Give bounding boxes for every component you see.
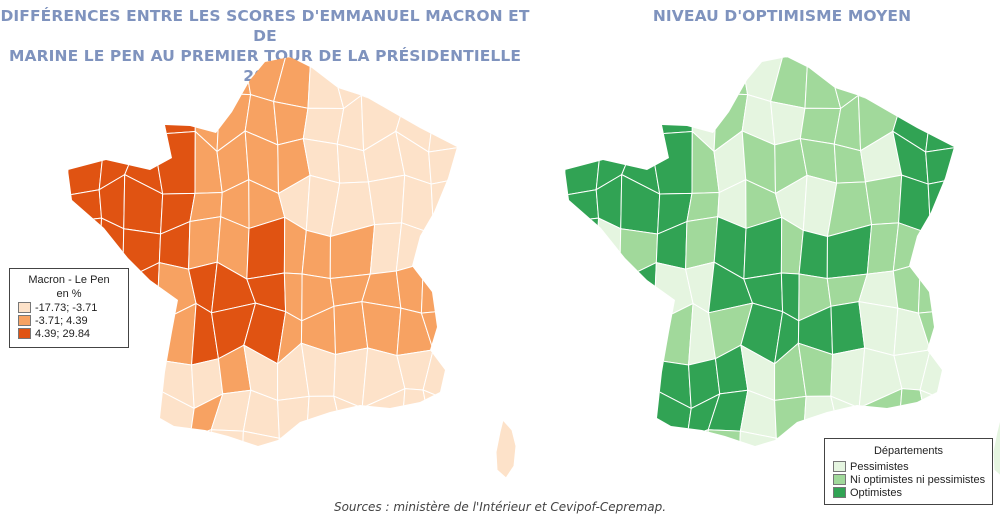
right-department xyxy=(620,95,653,153)
right-department xyxy=(650,57,693,97)
legend-label-pessimistes: Pessimistes xyxy=(850,460,909,473)
right-department xyxy=(917,257,954,314)
right-corsica xyxy=(992,418,1000,477)
legend-label-optimistes: Optimistes xyxy=(850,486,902,499)
right-department xyxy=(774,395,807,442)
right-department xyxy=(892,262,921,314)
legend-label-neutres: Ni optimistes ni pessimistes xyxy=(850,473,986,486)
left-corsica xyxy=(495,418,517,479)
right-department xyxy=(593,99,632,153)
right-department xyxy=(619,261,657,324)
right-department xyxy=(617,315,659,362)
right-department xyxy=(586,57,632,107)
right-department xyxy=(685,216,719,270)
legend-title-line2: en % xyxy=(56,288,82,300)
right-department xyxy=(565,400,598,445)
right-department xyxy=(617,431,662,446)
right-department xyxy=(925,147,954,185)
right-department xyxy=(772,437,805,446)
right-departments xyxy=(565,57,954,446)
right-department xyxy=(653,302,694,366)
right-department xyxy=(927,178,954,235)
legend-label-high: 4.39; 29.84 xyxy=(35,327,91,340)
right-department xyxy=(565,189,600,223)
right-department xyxy=(565,344,591,405)
legend-swatch-neutres xyxy=(833,474,846,485)
legend-swatch-pessimistes xyxy=(833,461,846,472)
legend-label-mid: -3.71; 4.39 xyxy=(35,314,88,327)
right-department xyxy=(710,57,749,96)
left-map-title-line1: DIFFÉRENCES ENTRE LES SCORES D'EMMANUEL … xyxy=(0,7,530,45)
right-department xyxy=(919,57,954,109)
right-department xyxy=(565,427,598,446)
right-department xyxy=(565,57,595,107)
right-department xyxy=(925,89,954,153)
right-department xyxy=(565,140,602,196)
legend-title: Départements xyxy=(873,445,944,457)
right-department xyxy=(565,102,602,145)
legend-row-neutres: Ni optimistes ni pessimistes xyxy=(825,473,992,486)
right-department xyxy=(565,318,591,365)
legend-row-optimistes: Optimistes xyxy=(825,486,992,499)
right-department xyxy=(587,268,634,320)
right-department xyxy=(649,431,688,446)
right-department xyxy=(587,396,633,445)
legend-swatch-low xyxy=(18,302,31,313)
right-department xyxy=(587,315,634,356)
right-department xyxy=(688,57,718,95)
right-map-title: NIVEAU D'OPTIMISME MOYEN xyxy=(652,7,912,25)
right-department xyxy=(591,442,633,446)
legend-title-line1: Macron - Le Pen xyxy=(28,274,110,286)
right-department xyxy=(804,57,842,110)
legend-swatch-mid xyxy=(18,315,31,326)
legend-title: Macron - Le Pen en % xyxy=(10,269,128,301)
sources-note: Sources : ministère de l'Intérieur et Ce… xyxy=(333,500,667,514)
legend-row-low: -17.73; -3.71 xyxy=(10,301,128,314)
left-map-legend: Macron - Le Pen en % -17.73; -3.71 -3.71… xyxy=(9,268,129,348)
legend-swatch-high xyxy=(18,328,31,339)
legend-swatch-optimistes xyxy=(833,487,846,498)
right-department xyxy=(737,430,777,446)
right-map-legend: Départements Pessimistes Ni optimistes n… xyxy=(824,438,993,505)
right-department xyxy=(565,217,600,270)
legend-label-low: -17.73; -3.71 xyxy=(35,301,98,314)
legend-row-high: 4.39; 29.84 xyxy=(10,327,128,340)
right-department xyxy=(649,93,693,136)
right-department xyxy=(624,386,652,444)
right-department xyxy=(919,224,954,264)
right-department xyxy=(565,263,598,320)
right-department xyxy=(890,57,932,111)
right-department xyxy=(864,174,903,226)
right-department xyxy=(617,354,659,398)
right-department xyxy=(682,429,709,446)
right-department xyxy=(707,429,741,446)
right-department xyxy=(798,229,828,280)
right-department xyxy=(587,344,626,402)
right-department xyxy=(892,222,932,272)
legend-row-pessimistes: Pessimistes xyxy=(825,460,992,473)
legend-row-mid: -3.71; 4.39 xyxy=(10,314,128,327)
right-department xyxy=(620,57,653,102)
right-department xyxy=(595,217,622,282)
right-department xyxy=(799,107,842,145)
